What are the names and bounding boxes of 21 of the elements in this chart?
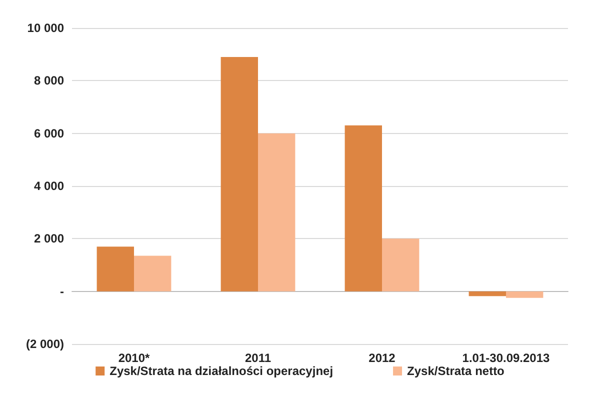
bar — [258, 133, 296, 292]
bar — [96, 246, 134, 292]
x-tick-label: 2012 — [368, 351, 396, 365]
y-tick-label: 8 000 — [34, 74, 64, 88]
y-tick-label: 10 000 — [27, 21, 64, 35]
bar — [344, 125, 382, 292]
y-tick-label: 6 000 — [34, 126, 64, 140]
y-tick-label: - — [60, 284, 64, 298]
bar — [468, 291, 506, 296]
bar — [382, 238, 420, 292]
legend-label: Zysk/Strata na działalności operacyjnej — [110, 364, 334, 378]
y-tick-label: 4 000 — [34, 179, 64, 193]
y-tick-label: (2 000) — [26, 337, 64, 351]
legend-label: Zysk/Strata netto — [407, 364, 504, 378]
y-tick-label: 2 000 — [34, 232, 64, 246]
bar — [506, 291, 544, 298]
x-tick-label: 2010* — [118, 351, 150, 365]
bar — [134, 256, 172, 292]
x-tick-label: 1.01-30.09.2013 — [462, 351, 550, 365]
bar — [220, 56, 258, 292]
x-tick-label: 2011 — [244, 351, 272, 365]
